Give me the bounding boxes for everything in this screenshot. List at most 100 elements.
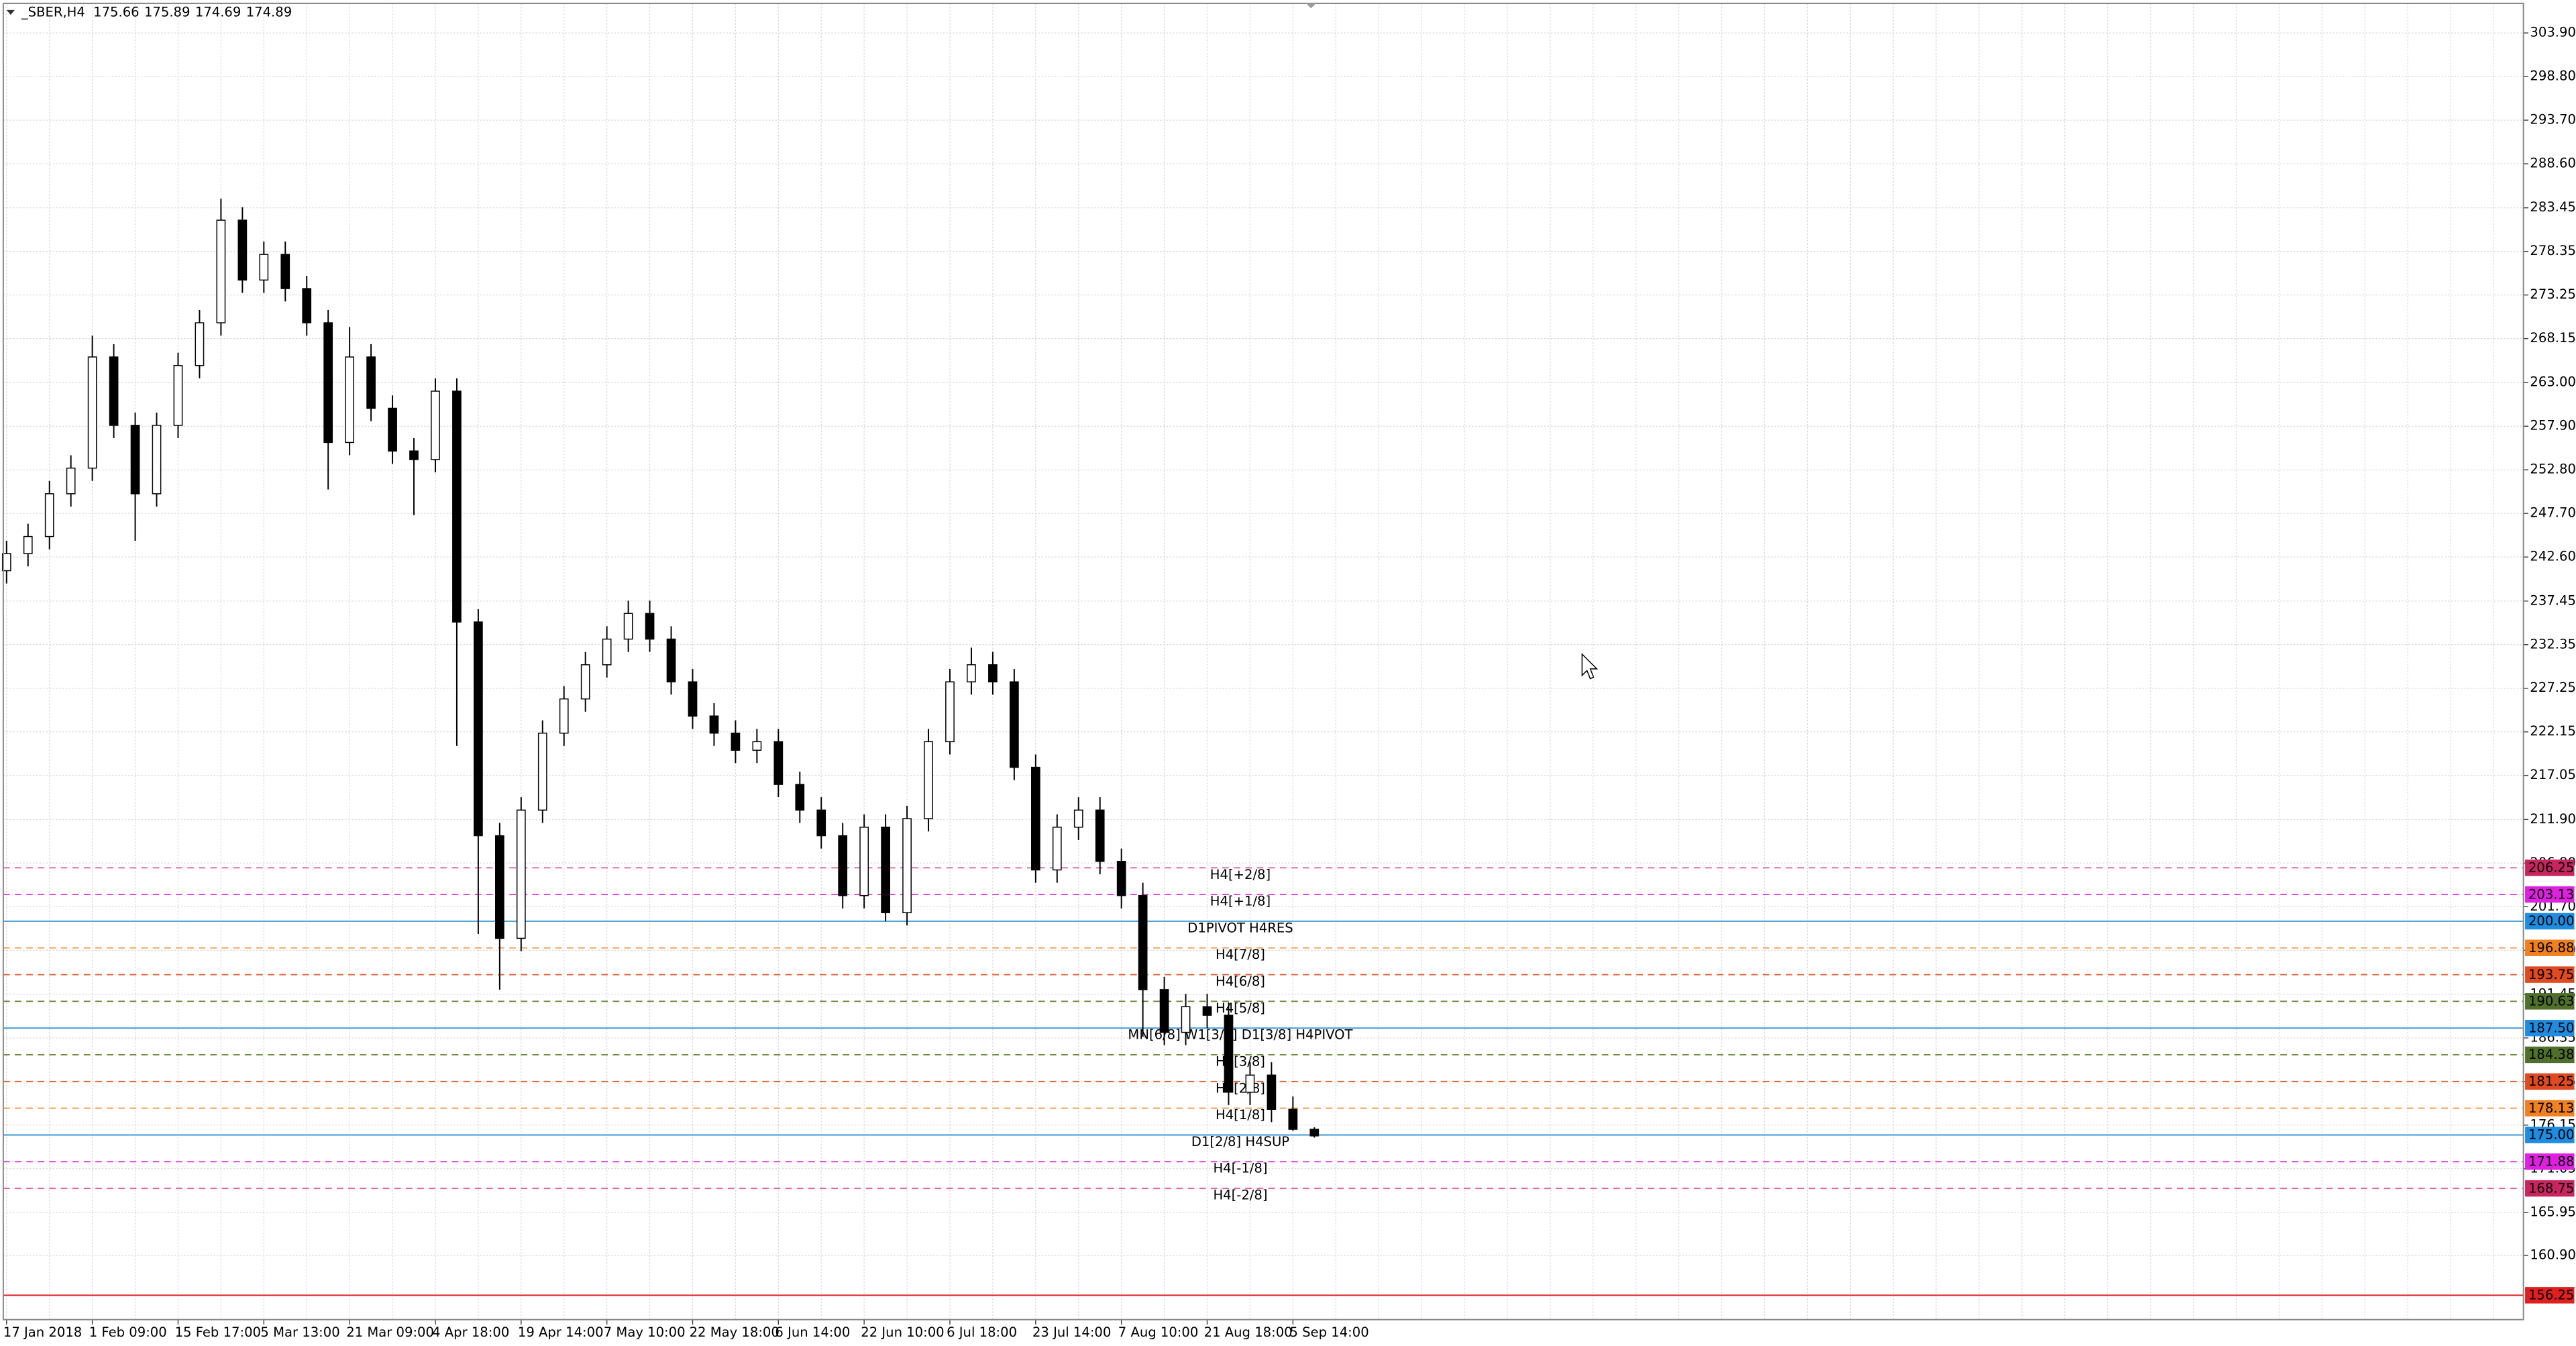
candles	[1, 199, 1320, 1138]
y-tick-label: 232.35	[2530, 636, 2576, 652]
price-box-label: 156.25	[2528, 1288, 2575, 1303]
mouse-cursor	[1581, 653, 1599, 680]
menu-triangle[interactable]	[6, 9, 15, 15]
candle-body	[1010, 681, 1019, 768]
candle-body	[924, 741, 933, 819]
x-tick-label: 7 May 10:00	[604, 1325, 686, 1340]
price-box-label: 175.00	[2528, 1127, 2575, 1143]
candle-body	[452, 391, 462, 623]
candle-body	[409, 450, 419, 460]
candle-body	[259, 254, 269, 281]
candle-body	[516, 809, 526, 939]
candle-body	[1, 553, 11, 572]
price-box-label: 190.63	[2528, 994, 2575, 1009]
level-label: H4[5/8]	[1216, 1000, 1265, 1016]
y-tick-label: 165.95	[2530, 1204, 2576, 1219]
price-box	[2525, 993, 2575, 1010]
y-tick-label: 252.80	[2530, 462, 2576, 477]
price-box	[2525, 1180, 2575, 1197]
candle-body	[1159, 989, 1169, 1033]
price-box-label: 184.38	[2528, 1047, 2575, 1062]
y-tick-label: 211.90	[2530, 811, 2576, 827]
candle-body	[23, 535, 33, 554]
level-label: H4[-1/8]	[1213, 1161, 1267, 1176]
price-box	[2525, 1019, 2575, 1037]
plot-frame	[2, 3, 2524, 1321]
candle-body	[109, 356, 119, 426]
price-box-label: 178.13	[2528, 1100, 2575, 1116]
candle-body	[1052, 827, 1062, 871]
candle-body	[195, 322, 205, 366]
candle-body	[795, 784, 805, 811]
candle-body	[1245, 1074, 1255, 1093]
candle-body	[66, 467, 76, 495]
level-label: H4[-2/8]	[1213, 1188, 1267, 1203]
candle-body	[1095, 809, 1105, 862]
price-box	[2525, 1127, 2575, 1143]
candle-body	[1224, 1015, 1234, 1093]
price-box-label: 206.25	[2528, 860, 2575, 876]
y-tick-label: 268.15	[2530, 330, 2576, 346]
shift-marker	[1305, 3, 1316, 9]
price-box-label: 181.25	[2528, 1074, 2575, 1089]
price-box-label: 200.00	[2528, 913, 2575, 929]
x-tick-label: 15 Feb 17:00	[175, 1325, 261, 1340]
candle-body	[173, 365, 183, 426]
candle-body	[1138, 894, 1148, 990]
candle-body	[1181, 1006, 1191, 1033]
price-box	[2525, 1287, 2575, 1304]
y-tick-label: 303.90	[2530, 25, 2576, 40]
candle-body	[87, 356, 97, 469]
candle-body	[323, 322, 333, 444]
level-label: H4[6/8]	[1216, 974, 1265, 989]
price-box-label: 168.75	[2528, 1180, 2575, 1196]
candle-body	[537, 732, 547, 811]
candle-body	[623, 613, 633, 640]
candle-body	[688, 681, 698, 717]
candle-body	[709, 715, 719, 734]
candle-body	[388, 407, 397, 452]
y-tick-label: 257.90	[2530, 418, 2576, 433]
candle-body	[280, 254, 290, 289]
candle-body	[44, 493, 54, 537]
x-tick-label: 5 Sep 14:00	[1289, 1325, 1368, 1340]
x-tick-label: 23 Jul 14:00	[1032, 1325, 1111, 1340]
level-label: D1PIVOT H4RES	[1187, 920, 1293, 935]
candle-body	[1073, 809, 1083, 828]
candle-body	[902, 818, 912, 913]
x-tick-label: 21 Mar 09:00	[346, 1325, 434, 1340]
candle-body	[345, 356, 355, 444]
candle-body	[152, 425, 162, 495]
price-box-label: 203.13	[2528, 886, 2575, 902]
y-tick-label: 242.60	[2530, 549, 2576, 564]
x-tick-label: 17 Jan 2018	[3, 1325, 82, 1340]
last-close: 174.89	[246, 4, 292, 19]
price-box-label: 171.88	[2528, 1153, 2575, 1169]
x-tick-label: 6 Jun 14:00	[775, 1325, 850, 1340]
last-high: 175.89	[144, 4, 191, 19]
grid	[3, 3, 2524, 1320]
candle-body	[366, 356, 376, 409]
level-label: H4[1/8]	[1216, 1107, 1265, 1123]
candle-body	[1202, 1006, 1212, 1016]
candle-body	[237, 219, 248, 281]
axes: 303.90 298.80 293.70 288.60 283.45 278.35 273.…	[3, 25, 2576, 1340]
price-box	[2525, 1100, 2575, 1117]
x-tick-label: 6 Jul 18:00	[947, 1325, 1017, 1340]
candle-body	[773, 741, 784, 785]
level-label: D1[2/8] H4SUP	[1191, 1134, 1289, 1149]
candle-body	[302, 288, 312, 323]
x-tick-label: 7 Aug 10:00	[1118, 1325, 1199, 1340]
candle-body	[752, 741, 762, 751]
candle-body	[1309, 1129, 1320, 1137]
x-tick-label: 5 Mar 13:00	[260, 1325, 339, 1340]
level-label: H4[3/8]	[1216, 1053, 1265, 1069]
candle-body	[859, 827, 869, 896]
candle-body	[130, 425, 140, 495]
y-tick-label: 278.35	[2530, 243, 2576, 258]
candle-body	[881, 827, 890, 913]
y-tick-label: 293.70	[2530, 112, 2576, 127]
candle-body	[1030, 766, 1040, 871]
candle-body	[1288, 1108, 1298, 1130]
